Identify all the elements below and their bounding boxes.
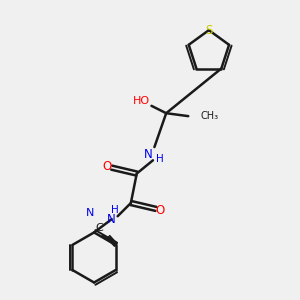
Text: O: O [156, 204, 165, 217]
Text: CH₃: CH₃ [200, 111, 218, 121]
Text: C: C [96, 223, 104, 233]
Text: N: N [107, 213, 116, 226]
Text: N: N [144, 148, 153, 161]
Text: N: N [86, 208, 94, 218]
Text: O: O [103, 160, 112, 173]
Text: S: S [205, 24, 213, 37]
Text: HO: HO [133, 96, 150, 106]
Text: H: H [111, 206, 119, 215]
Text: H: H [156, 154, 164, 164]
